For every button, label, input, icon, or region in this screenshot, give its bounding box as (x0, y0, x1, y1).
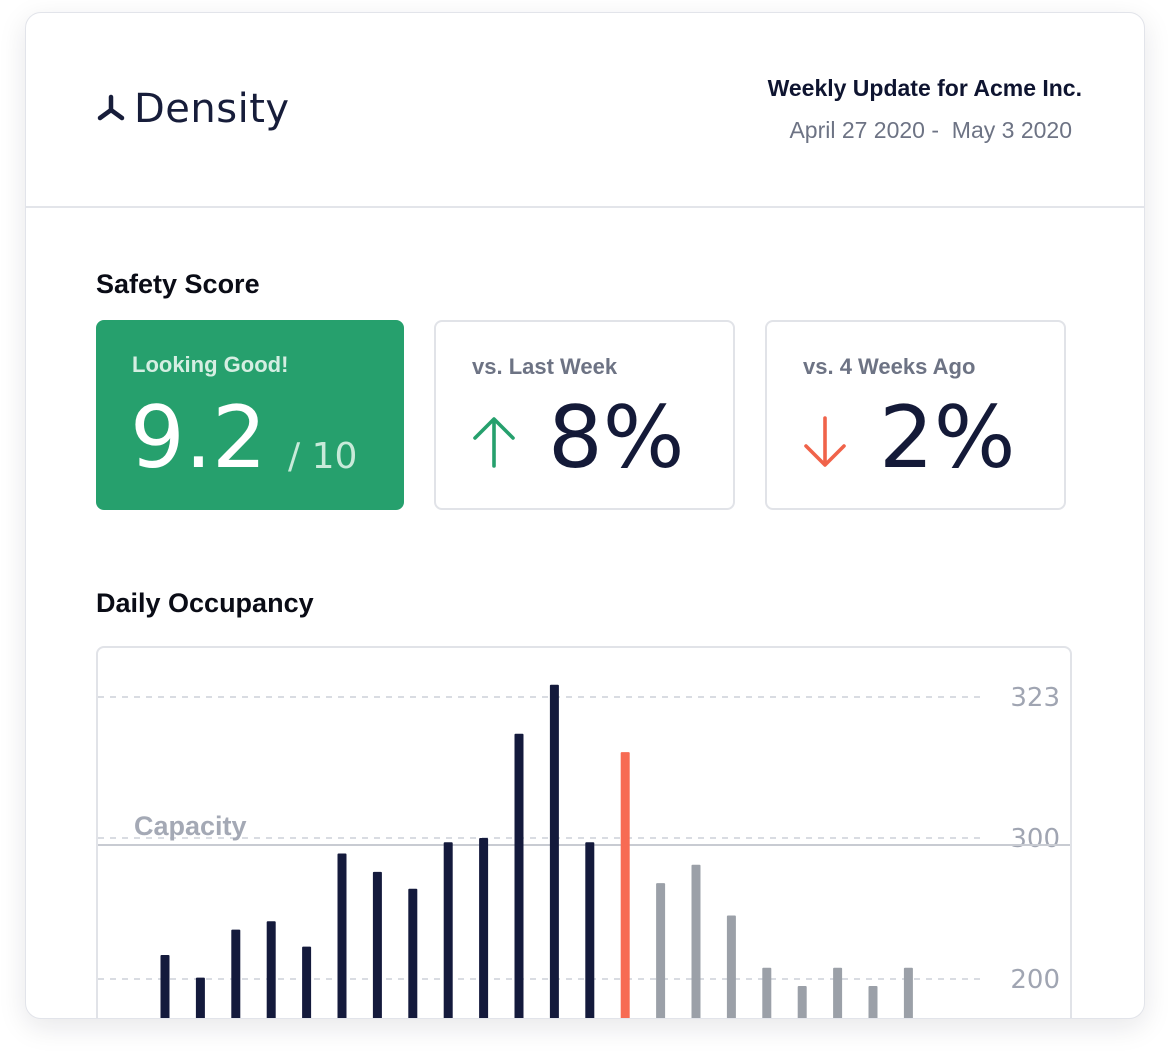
y-tick-label: 300 (1010, 824, 1060, 854)
occupancy-bar (656, 883, 666, 1018)
report-title: Weekly Update for Acme Inc. (767, 75, 1082, 101)
brand-logo[interactable]: Density (96, 83, 290, 135)
brand-name: Density (134, 86, 290, 132)
occupancy-bar (479, 838, 489, 1018)
occupancy-bar (726, 915, 736, 1018)
capacity-label: Capacity (134, 811, 247, 841)
occupancy-bar (868, 986, 878, 1018)
y-tick-label: 200 (1010, 965, 1060, 995)
report-header: Density Weekly Update for Acme Inc. Apri… (26, 13, 1144, 208)
occupancy-bar (762, 967, 772, 1018)
daily-occupancy-chart: 323 300 200 Capacity (96, 646, 1072, 1018)
score-status-label: Looking Good! (132, 352, 289, 377)
occupancy-chart-svg: 323 300 200 Capacity (98, 683, 1070, 1018)
occupancy-bar (337, 853, 347, 1018)
occupancy-bar (160, 955, 170, 1018)
arrow-up-icon (473, 417, 515, 468)
occupancy-bar (443, 842, 453, 1018)
occupancy-bar (266, 921, 276, 1018)
safety-score-value: 9.2 (130, 388, 267, 488)
safety-score-heading: Safety Score (96, 269, 260, 299)
density-logo-icon (97, 94, 125, 121)
y-tick-label: 323 (1010, 683, 1060, 713)
vs-last-week-value: 8% (548, 388, 685, 488)
arrow-down-icon (804, 416, 846, 467)
daily-occupancy-heading: Daily Occupancy (96, 588, 314, 618)
occupancy-bar (549, 684, 559, 1018)
safety-score-tile[interactable]: Looking Good! 9.2 / 10 (96, 320, 404, 510)
vs-last-week-label: vs. Last Week (472, 354, 618, 379)
occupancy-bar (691, 864, 701, 1018)
vs-four-weeks-value: 2% (879, 388, 1016, 488)
vs-last-week-tile[interactable]: vs. Last Week 8% (434, 320, 735, 510)
occupancy-bar (195, 977, 205, 1018)
weekly-report-card: Density Weekly Update for Acme Inc. Apri… (25, 12, 1145, 1019)
report-date-range: April 27 2020 - May 3 2020 (789, 117, 1072, 143)
safety-score-max: / 10 (288, 436, 358, 477)
occupancy-bar (372, 871, 382, 1018)
occupancy-bar (833, 967, 843, 1018)
occupancy-bar (231, 929, 241, 1018)
occupancy-bar (903, 967, 913, 1018)
occupancy-bar-today (620, 752, 630, 1018)
occupancy-bar (302, 946, 312, 1018)
occupancy-bar (408, 888, 418, 1018)
occupancy-bar (585, 842, 595, 1018)
occupancy-bar (514, 733, 524, 1018)
occupancy-bar (797, 986, 807, 1018)
vs-four-weeks-tile[interactable]: vs. 4 Weeks Ago 2% (765, 320, 1066, 510)
vs-four-weeks-label: vs. 4 Weeks Ago (803, 354, 976, 379)
